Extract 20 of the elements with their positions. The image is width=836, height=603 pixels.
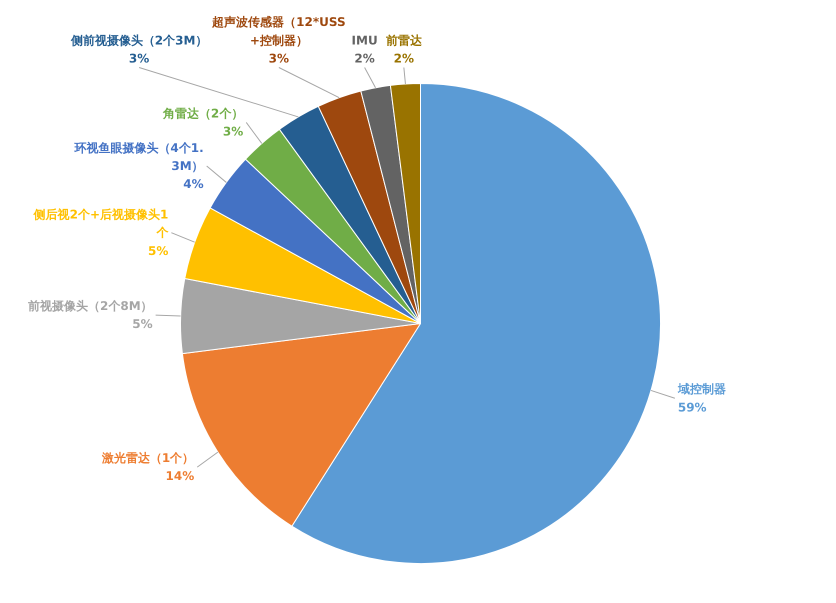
slice-label: 环视鱼眼摄像头（4个1.3M） [73,140,204,173]
slice-label: IMU [352,33,378,48]
data-label: 14% [165,469,194,484]
data-label: 3% [268,52,290,66]
slice-label: 侧前视摄像头（2个3M） [70,33,208,48]
data-label: 5% [132,317,153,332]
data-label: 3% [222,124,244,139]
slice-label: 侧后视2个+后视摄像头1个 [32,208,170,240]
data-label: 2% [354,52,375,66]
data-label: 59% [678,400,707,414]
slice-label: 域控制器 [676,382,726,396]
slice-label: 前视摄像头（2个8M） [26,298,153,313]
slice-label: 超声波传感器（12*USS+控制器） [211,15,346,48]
data-label: 3% [128,52,150,66]
slice-label: 前雷达 [384,33,423,48]
data-label: 4% [183,177,204,192]
slice-label: 角雷达（2个） [162,106,244,120]
data-label: 5% [148,244,168,258]
slice-label: 激光雷达（1个） [100,451,194,465]
data-label: 2% [394,52,414,66]
